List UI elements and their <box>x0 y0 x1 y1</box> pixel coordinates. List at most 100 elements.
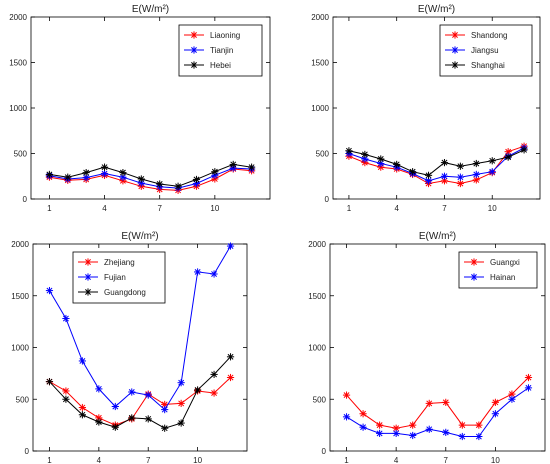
point-hebei <box>174 182 182 190</box>
point-guangdong <box>226 353 235 361</box>
point-jiangsu <box>456 173 464 181</box>
series-line-jiangsu <box>348 147 525 182</box>
series-line-guangxi <box>346 377 529 429</box>
point-zhejiang <box>78 403 86 412</box>
point-hebei <box>82 169 90 177</box>
point-guangxi <box>425 399 433 407</box>
legend-label: Jiangsu <box>471 46 499 55</box>
y-tick-label: 500 <box>313 395 327 404</box>
x-tick-label: 10 <box>488 204 497 213</box>
point-guangdong <box>210 370 218 379</box>
legend-label: Tianjin <box>210 46 233 55</box>
point-fujian <box>62 314 70 323</box>
point-hainan <box>425 425 433 433</box>
legend-marker <box>451 61 459 69</box>
chart-panel-3: E(W/m²) 0 500 1000 1500 2000 1 4 7 10 Zhejiang Fuji… <box>11 231 248 464</box>
legend-marker <box>470 258 478 266</box>
point-guangdong <box>45 378 54 386</box>
point-guangxi <box>409 421 417 429</box>
point-shandong <box>472 176 480 184</box>
series-line-shandong <box>348 145 525 185</box>
point-guangdong <box>78 411 86 419</box>
y-tick-label: 1500 <box>9 59 27 68</box>
point-shanghai <box>504 153 512 161</box>
legend-marker <box>190 61 198 69</box>
legend-label: Hebei <box>210 61 231 70</box>
legend: Zhejiang Fujian Guangdong <box>72 251 166 304</box>
point-tianjin <box>119 173 127 181</box>
point-shandong <box>456 179 464 188</box>
series-line-hebei <box>49 163 252 187</box>
y-tick-label: 1500 <box>311 59 329 68</box>
point-fujian <box>210 270 218 278</box>
x-tick-label: 1 <box>344 456 349 464</box>
x-tick-label: 7 <box>146 456 151 464</box>
chart-title: E(W/m²) <box>121 231 158 242</box>
point-shanghai <box>424 171 433 179</box>
point-guangdong <box>128 414 136 422</box>
series-line-tianjin <box>49 167 252 189</box>
point-hebei <box>211 168 219 176</box>
y-tick-label: 1500 <box>11 292 29 301</box>
x-tick-label: 10 <box>193 456 202 464</box>
point-guangdong <box>144 415 152 423</box>
point-guangxi <box>442 398 450 406</box>
legend-marker <box>190 31 198 39</box>
point-tianjin <box>100 169 109 178</box>
x-tick-label: 10 <box>210 204 219 213</box>
y-tick-label: 500 <box>16 395 30 404</box>
legend: Liaoning Tianjin Hebei <box>178 24 263 77</box>
point-hebei <box>45 170 53 179</box>
point-shanghai <box>520 146 528 154</box>
point-guangxi <box>342 391 351 399</box>
x-tick-label: 1 <box>47 204 52 213</box>
point-zhejiang <box>210 389 218 397</box>
point-shanghai <box>440 159 449 167</box>
point-guangdong <box>194 386 202 394</box>
y-tick-label: 500 <box>316 150 330 159</box>
x-tick-label: 7 <box>442 204 447 213</box>
point-hainan <box>491 410 499 418</box>
point-hainan <box>458 432 466 441</box>
point-jiangsu <box>472 170 480 179</box>
point-fujian <box>226 242 235 250</box>
point-shanghai <box>456 162 464 170</box>
series-line-hainan <box>346 387 529 437</box>
legend-marker <box>190 46 198 54</box>
point-hainan <box>475 432 483 441</box>
point-shanghai <box>377 155 385 163</box>
y-tick-label: 1000 <box>11 344 29 353</box>
point-hainan <box>524 384 533 392</box>
series-line-guangdong <box>49 356 231 429</box>
point-hebei <box>156 180 164 188</box>
point-hebei <box>64 173 72 181</box>
point-hainan <box>392 429 400 438</box>
series-line-liaoning <box>49 168 252 191</box>
point-zhejiang <box>226 373 235 382</box>
point-hebei <box>119 169 127 177</box>
x-tick-label: 7 <box>444 456 449 464</box>
legend-label: Guangdong <box>104 288 146 297</box>
x-tick-label: 10 <box>491 456 500 464</box>
point-hainan <box>508 395 516 403</box>
y-tick-label: 0 <box>23 195 28 204</box>
point-guangdong <box>62 395 70 403</box>
point-hainan <box>359 423 367 431</box>
point-guangxi <box>458 421 466 429</box>
y-tick-label: 0 <box>325 195 330 204</box>
y-tick-label: 2000 <box>311 13 329 22</box>
point-fujian <box>95 385 103 393</box>
y-tick-label: 0 <box>25 447 30 456</box>
legend-marker <box>451 46 459 54</box>
point-fujian <box>128 388 136 396</box>
legend-label: Fujian <box>104 273 126 282</box>
point-hebei <box>248 163 256 171</box>
x-tick-label: 1 <box>47 456 52 464</box>
x-tick-label: 7 <box>157 204 162 213</box>
point-shanghai <box>472 159 480 168</box>
legend-label: Liaoning <box>210 31 240 40</box>
point-guangdong <box>111 423 119 431</box>
point-hainan <box>409 431 417 440</box>
